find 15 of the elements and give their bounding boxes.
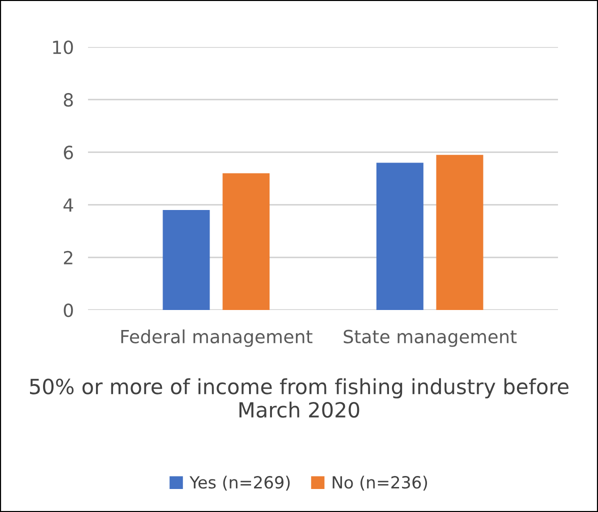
y-tick-label: 6: [64, 146, 73, 160]
bar: [162, 210, 210, 310]
legend-label: No (n=236): [332, 476, 427, 491]
bar: [222, 173, 270, 310]
y-tick-label: 10: [53, 40, 73, 54]
y-tick-label: 8: [64, 93, 73, 107]
y-tick-label: 0: [64, 303, 73, 318]
y-tick-label: 2: [64, 250, 72, 264]
y-tick-label: 4: [64, 198, 74, 212]
bar: [376, 162, 424, 310]
legend-title: 50% or more of income from fishing industry before March 2020: [30, 378, 568, 418]
x-tick-label: State management: [344, 330, 517, 347]
legend-label: Yes (n=269): [190, 476, 290, 491]
bar: [436, 154, 484, 310]
x-tick-label: Federal management: [121, 329, 312, 347]
